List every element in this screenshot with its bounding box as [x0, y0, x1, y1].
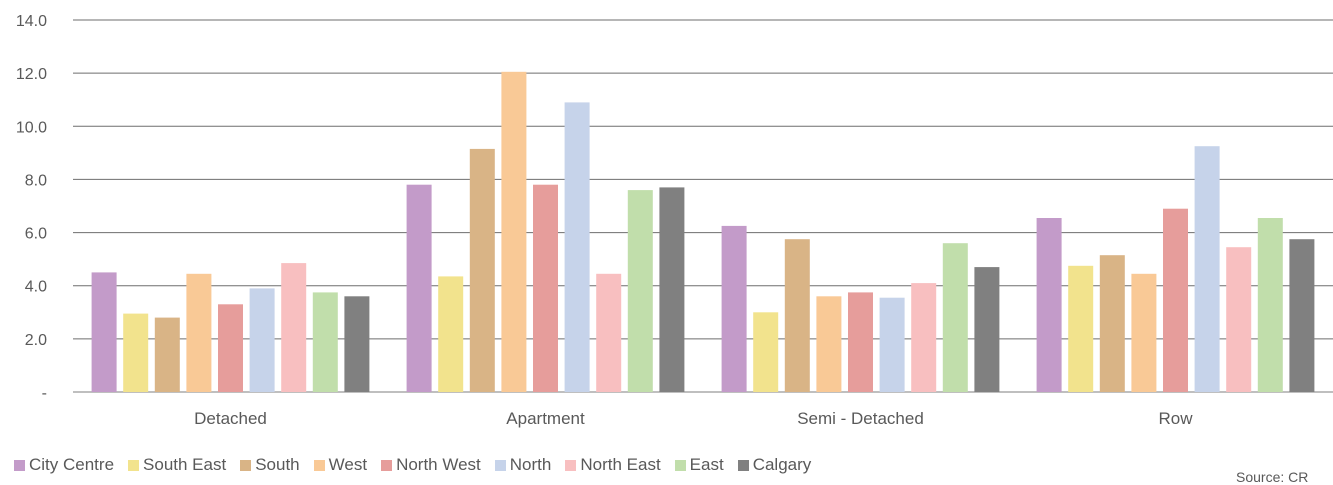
legend-item: City Centre — [14, 455, 114, 475]
legend-label: North — [509, 455, 552, 474]
bar-south-east-semi-detached — [753, 312, 779, 392]
bar-north-west-detached — [218, 304, 243, 392]
legend-swatch — [128, 459, 140, 471]
legend-item: North West — [381, 455, 481, 475]
bar-city-centre-apartment — [406, 184, 432, 392]
legend-item: South — [240, 455, 300, 475]
bar-west-row — [1131, 273, 1157, 392]
bar-south-row — [1099, 255, 1125, 392]
x-category-label: Row — [1158, 409, 1193, 428]
x-category-label: Apartment — [506, 409, 585, 428]
bar-north-apartment — [564, 102, 590, 393]
bar-north-east-detached — [281, 263, 307, 392]
bar-north-semi-detached — [879, 297, 905, 392]
legend-item: South East — [128, 455, 226, 475]
bar-west-apartment — [501, 71, 527, 393]
bar-north-west-semi-detached — [848, 292, 873, 392]
bar-north-row — [1194, 146, 1220, 392]
bar-north-east-semi-detached — [911, 283, 937, 392]
bar-south-east-row — [1068, 265, 1094, 392]
legend-item: North East — [565, 455, 661, 475]
bar-calgary-detached — [344, 296, 370, 392]
bar-north-detached — [249, 288, 275, 392]
legend-item: West — [313, 455, 368, 475]
x-category-label: Detached — [194, 409, 267, 428]
legend-item: Calgary — [737, 455, 812, 475]
legend-label: South East — [143, 455, 227, 474]
bar-east-semi-detached — [942, 243, 968, 392]
bar-south-east-apartment — [438, 276, 464, 392]
legend-swatch — [240, 459, 252, 471]
legend-swatch — [674, 459, 686, 471]
source-note: Source: CR — [1236, 469, 1309, 485]
y-tick-label: 12.0 — [16, 66, 47, 83]
bar-north-east-apartment — [596, 273, 622, 392]
bar-south-semi-detached — [784, 239, 810, 392]
legend-label: North West — [396, 455, 481, 474]
bar-city-centre-semi-detached — [721, 225, 747, 392]
y-tick-label: 4.0 — [25, 279, 47, 296]
legend-label: Calgary — [752, 455, 812, 474]
bar-south-detached — [154, 317, 180, 392]
y-tick-label: 2.0 — [25, 332, 47, 349]
legend-label: South — [255, 455, 300, 474]
legend-swatch — [494, 459, 506, 471]
legend-label: West — [328, 455, 368, 474]
bar-calgary-row — [1289, 239, 1315, 392]
y-tick-label: - — [42, 385, 47, 402]
legend-swatch — [737, 459, 749, 471]
legend: City Centre South East South West North West… — [14, 455, 825, 475]
bar-east-apartment — [627, 190, 653, 392]
bar-south-east-detached — [123, 313, 149, 392]
bar-city-centre-row — [1036, 218, 1062, 392]
legend-label: City Centre — [29, 455, 115, 474]
legend-swatch — [381, 459, 393, 471]
legend-item: North — [494, 455, 552, 475]
x-axis-categories: Detached Apartment Semi - Detached Row — [194, 409, 1193, 428]
legend-swatch — [14, 459, 25, 471]
bar-west-semi-detached — [816, 296, 842, 392]
legend-item: East — [674, 455, 724, 475]
bar-east-detached — [312, 292, 338, 392]
bar-north-west-row — [1163, 208, 1188, 392]
bar-city-centre-detached — [91, 272, 117, 392]
legend-swatch — [313, 459, 325, 471]
y-tick-label: 14.0 — [16, 13, 47, 30]
y-tick-label: 10.0 — [16, 119, 47, 136]
bar-calgary-apartment — [659, 187, 685, 392]
legend-label: East — [689, 455, 724, 474]
bar-east-row — [1257, 218, 1283, 392]
bar-north-east-row — [1226, 247, 1252, 392]
bar-north-west-apartment — [533, 184, 558, 392]
y-axis-ticks: - 2.0 4.0 6.0 8.0 10.0 12.0 14.0 — [16, 13, 47, 402]
bar-calgary-semi-detached — [974, 267, 1000, 392]
legend-label: North East — [580, 455, 661, 474]
y-tick-label: 8.0 — [25, 172, 47, 189]
x-category-label: Semi - Detached — [797, 409, 924, 428]
bar-west-detached — [186, 273, 212, 392]
bars — [91, 71, 1315, 393]
y-tick-label: 6.0 — [25, 226, 47, 243]
bar-south-apartment — [469, 148, 495, 392]
legend-swatch — [565, 459, 577, 471]
